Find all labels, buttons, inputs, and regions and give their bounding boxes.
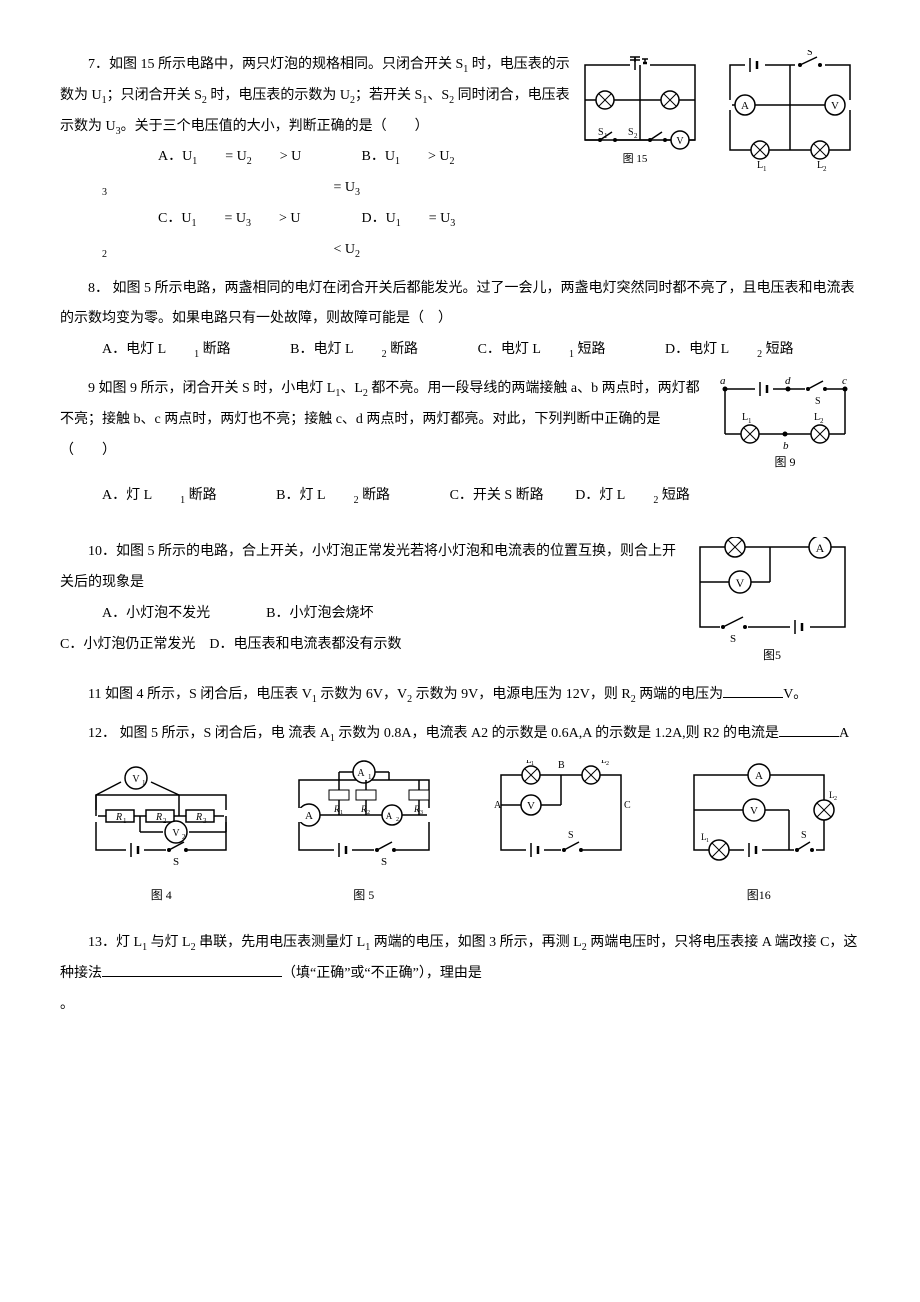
svg-text:R: R [333,804,340,814]
svg-text:2: 2 [606,761,609,767]
blank-q12 [779,723,839,737]
svg-text:S: S [568,830,574,841]
q7-figures: V S1 S2 图 15 S [580,50,860,180]
fig4: R1 R2 R3 V1 V2 [81,760,241,908]
svg-text:C: C [624,800,631,811]
blank-q11 [723,684,783,698]
fig-abc: L1 B L2 V A C S [486,760,636,908]
q8-options: A．电灯 L1 断路 B．电灯 L2 断路 C．电灯 L1 短路 D．电灯 L2… [74,335,860,366]
q7-options-row2: C．U1 = U3> U2 D．U1= U3< U2 [74,204,860,266]
svg-text:A: A [816,541,825,555]
svg-text:R: R [115,812,122,823]
blank-q13-1 [102,963,282,977]
svg-text:图 9: 图 9 [774,455,795,469]
svg-text:1: 1 [531,761,534,767]
svg-text:2: 2 [820,417,824,425]
svg-text:V: V [831,100,839,112]
svg-text:V: V [133,774,141,785]
svg-text:1: 1 [123,817,127,825]
svg-text:R: R [155,812,162,823]
svg-text:b: b [783,440,789,452]
svg-text:1: 1 [706,838,709,844]
question-10: A V S 图5 10．如图 5 所示的电路，合上开关，小灯泡正常发光若将小灯泡… [60,537,860,672]
question-12: 12． 如图 5 所示，S 闭合后，电 流表 A1 示数为 0.8A，电流表 A… [60,719,860,908]
fig16: A L2 V L1 [679,760,839,908]
svg-text:1: 1 [763,165,767,173]
svg-text:d: d [785,375,791,387]
question-13: 13．灯 L1 与灯 L2 串联，先用电压表测量灯 L1 两端的电压，如图 3 … [60,928,860,1020]
svg-text:R: R [413,804,420,814]
svg-text:1: 1 [368,773,372,781]
svg-text:1: 1 [604,132,608,140]
svg-text:S: S [381,856,387,868]
svg-text:2: 2 [396,817,399,823]
svg-text:c: c [842,375,847,387]
svg-text:S: S [730,633,736,645]
svg-text:图5: 图5 [763,648,781,662]
svg-text:2: 2 [823,165,827,173]
fig5-q12: A A1 R1 R2 R3 [284,760,444,908]
svg-text:S: S [815,396,821,407]
q9-figure: a d c b S L1 L2 图 9 [710,374,860,469]
svg-text:S: S [598,127,604,138]
svg-text:A: A [305,810,313,822]
question-8: 8． 如图 5 所示电路，两盏相同的电灯在闭合开关后都能发光。过了一会儿，两盏电… [60,274,860,366]
question-7: V S1 S2 图 15 S [60,50,860,266]
svg-text:A: A [494,800,502,811]
svg-text:a: a [720,375,726,387]
svg-text:V: V [527,800,535,812]
svg-text:A: A [357,768,365,779]
svg-text:B: B [558,760,565,771]
svg-text:V: V [750,805,758,817]
svg-text:1: 1 [142,779,146,787]
svg-text:2: 2 [834,796,837,802]
svg-text:V: V [736,576,745,590]
svg-text:1: 1 [748,417,752,425]
svg-text:S: S [628,127,634,138]
svg-text:R: R [195,812,202,823]
svg-text:R: R [360,804,367,814]
svg-text:2: 2 [367,810,370,816]
question-11: 11 如图 4 所示，S 闭合后，电压表 V1 示数为 6V，V2 示数为 9V… [60,680,860,711]
circuit-fig15-fig8: V S1 S2 图 15 S [580,50,860,180]
q13-end: 。 [60,990,860,1021]
q13-text: 13．灯 L1 与灯 L2 串联，先用电压表测量灯 L1 两端的电压，如图 3 … [60,928,860,990]
svg-text:图 15: 图 15 [623,152,648,165]
svg-text:1: 1 [340,810,343,816]
question-9: a d c b S L1 L2 图 9 9 如图 9 所示，闭合开关 S 时，小… [60,374,860,512]
svg-text:A: A [755,770,763,782]
circuit-fig9: a d c b S L1 L2 图 9 [710,374,860,469]
svg-text:A: A [386,811,393,821]
svg-text:S: S [173,856,179,868]
q9-options: A．灯 L1 断路 B．灯 L2 断路 C．开关 S 断路 D．灯 L2 短路 [74,481,860,512]
svg-text:V: V [676,136,684,147]
q10-figure: A V S 图5 [690,537,860,667]
q8-text: 8． 如图 5 所示电路，两盏相同的电灯在闭合开关后都能发光。过了一会儿，两盏电… [60,274,860,336]
svg-text:S: S [801,830,807,841]
svg-text:V: V [173,828,181,839]
svg-text:3: 3 [420,810,423,816]
q11-text: 11 如图 4 所示，S 闭合后，电压表 V1 示数为 6V，V2 示数为 9V… [60,680,860,711]
q12-text: 12． 如图 5 所示，S 闭合后，电 流表 A1 示数为 0.8A，电流表 A… [60,719,860,750]
svg-text:3: 3 [203,817,207,825]
svg-text:2: 2 [182,833,186,841]
circuit-fig5-q10: A V S 图5 [690,537,860,667]
svg-text:2: 2 [634,132,638,140]
q12-figure-row: R1 R2 R3 V1 V2 [60,760,860,908]
svg-text:S: S [807,50,813,58]
svg-text:2: 2 [163,817,167,825]
svg-text:A: A [741,100,749,112]
